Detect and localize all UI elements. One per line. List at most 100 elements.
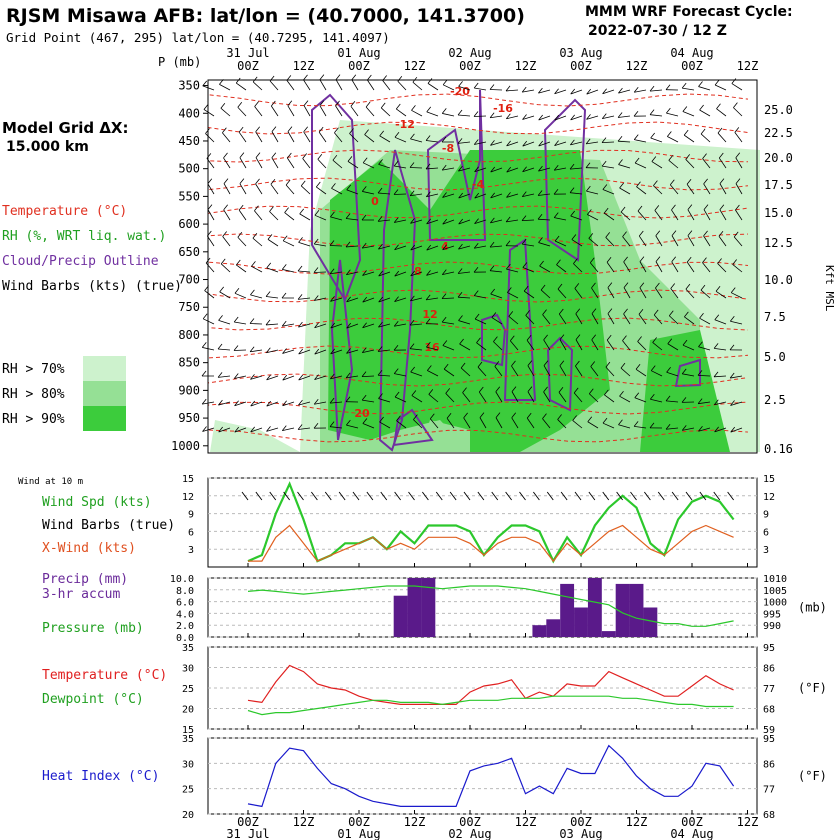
wind-barb — [394, 245, 407, 251]
wind-barb — [570, 167, 583, 170]
temperature-contour-label: -12 — [395, 118, 415, 131]
wind-barb — [457, 296, 471, 299]
wind-barb — [330, 426, 343, 429]
surface-wind-barb — [463, 491, 471, 501]
wind-barb-flag — [670, 283, 676, 289]
wind-barb-flag — [507, 287, 512, 293]
wind-barb — [252, 237, 263, 247]
wind-barb-flag — [685, 154, 691, 160]
wind-barb-flag — [495, 386, 501, 392]
wind-barb-flag — [220, 258, 226, 265]
cross-section-legend: Temperature (°C) RH (%, WRT liq. wat.) Clo… — [2, 204, 182, 294]
wind-barb — [442, 271, 455, 275]
wind-barb-flag — [362, 296, 368, 303]
wind-barb — [490, 115, 503, 119]
wind-legend-label: Wind Barbs (true) — [42, 518, 175, 533]
temperature-contour — [207, 317, 749, 331]
wind-barb-flag — [730, 426, 736, 433]
wind-barb-flag — [233, 373, 239, 379]
wind-barb-flag — [542, 413, 547, 419]
wind-barb-flag — [410, 270, 415, 277]
right-tick-label: 9 — [763, 510, 769, 521]
wind-legend-label: X-Wind (kts) — [42, 541, 136, 556]
right-tick-label: 86 — [763, 664, 775, 675]
heat-index-panel: 35 30 25 20 95 86 77 68 (°F) Heat Index (°C) — [42, 734, 827, 821]
wind-barb-flag — [729, 316, 735, 322]
wind-barb — [207, 209, 215, 221]
wind-barb — [605, 237, 615, 247]
wind-barb — [522, 141, 535, 147]
wind-barb — [205, 133, 215, 143]
wind-barb — [717, 132, 727, 143]
wind-barb — [509, 340, 519, 351]
wind-barb — [618, 115, 631, 118]
wind-barb — [490, 141, 503, 146]
wind-barb-flag — [271, 100, 276, 107]
wind-barb-flag — [394, 132, 400, 138]
wind-barb-flag — [458, 218, 464, 225]
wind-barb-flag — [393, 217, 399, 223]
wind-barb-flag — [425, 135, 431, 141]
wind-barb — [426, 245, 439, 251]
wind-barb — [426, 219, 439, 225]
wind-barb-flag — [425, 294, 431, 301]
wind-barb — [522, 115, 535, 120]
wind-barb-flag — [331, 183, 336, 189]
wind-barb-flag — [265, 291, 271, 297]
wind-barb-flag — [735, 204, 740, 211]
wind-barb — [554, 240, 567, 247]
wind-barb-flag — [361, 347, 367, 353]
wind-barb — [570, 89, 583, 95]
wind-barb-flag — [426, 341, 431, 348]
right-tick-label: 95 — [763, 734, 775, 745]
wind-barb — [715, 290, 727, 299]
wind-barb-flag — [410, 133, 415, 140]
wind-barb-flag — [602, 88, 607, 95]
wind-barb — [270, 184, 279, 195]
wind-barb — [314, 349, 327, 355]
wind-barb — [620, 367, 631, 377]
wind-barb — [650, 114, 663, 117]
wind-barb-flag — [668, 155, 674, 161]
wind-barb — [426, 271, 439, 276]
wind-barb-flag — [223, 152, 228, 159]
wind-barb — [396, 108, 407, 117]
right-tick-label: 1005 — [763, 586, 787, 597]
wind-barb-flag — [522, 262, 528, 268]
height-tick-label: 5.0 — [764, 350, 786, 364]
wind-barb — [667, 136, 679, 143]
wind-barb — [493, 341, 503, 351]
wind-barb — [650, 137, 663, 143]
wind-barb-flag — [734, 127, 740, 133]
wind-barb — [637, 341, 647, 351]
wind-barb — [538, 89, 551, 94]
wind-barb-flag — [346, 348, 351, 354]
wind-barb-flag — [426, 270, 431, 276]
wind-barb — [442, 219, 455, 225]
wind-barb-flag — [287, 152, 292, 159]
wind-barb-flag — [681, 368, 687, 375]
wind-barb-flag — [223, 178, 229, 184]
wind-barb — [378, 192, 391, 195]
wind-barb-flag — [319, 74, 325, 80]
wind-barb — [266, 401, 279, 407]
wind-barb-flag — [511, 412, 517, 419]
wind-barb-flag — [298, 374, 304, 381]
wind-barb-flag — [490, 192, 495, 199]
wind-barb-flag — [602, 417, 608, 424]
wind-barb — [638, 235, 647, 247]
wind-barb — [367, 79, 375, 91]
wind-barb — [682, 427, 695, 431]
wind-barb — [622, 236, 631, 247]
wind-barb-flag — [698, 81, 703, 87]
forecast-cycle-value: 2022-07-30 / 12 Z — [588, 23, 727, 39]
wind-barb-flag — [380, 102, 386, 109]
wind-barb-flag — [313, 238, 319, 245]
wind-barb — [730, 401, 743, 406]
wind-barb-flag — [587, 416, 593, 422]
surface-wind-barb — [602, 491, 610, 501]
wind-barb-flag — [638, 309, 644, 315]
wind-barb-flag — [633, 87, 639, 93]
right-tick-label: 1010 — [763, 574, 787, 585]
wind-barb-flag — [687, 230, 693, 236]
